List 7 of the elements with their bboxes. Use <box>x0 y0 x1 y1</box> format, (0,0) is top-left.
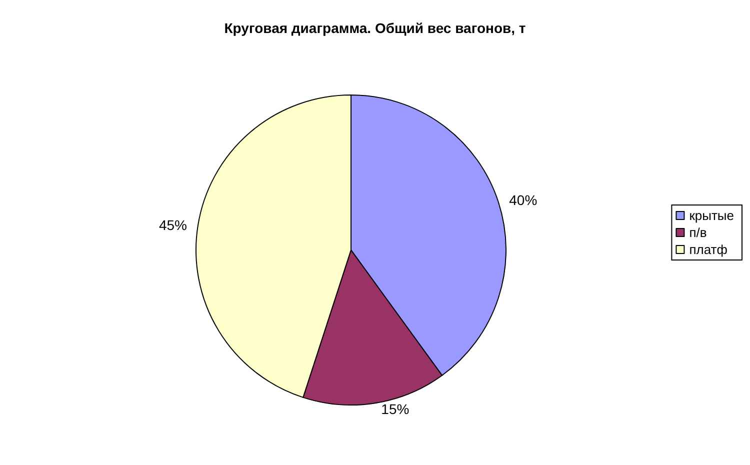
data-label: 45% <box>158 216 187 233</box>
data-label: 15% <box>381 401 410 418</box>
chart-title: Круговая диаграмма. Общий вес вагонов, т <box>224 20 526 36</box>
legend-label: крытые <box>689 208 734 223</box>
legend-label: п/в <box>689 225 707 240</box>
legend-label: платф <box>689 242 728 257</box>
data-label: 40% <box>509 192 538 208</box>
